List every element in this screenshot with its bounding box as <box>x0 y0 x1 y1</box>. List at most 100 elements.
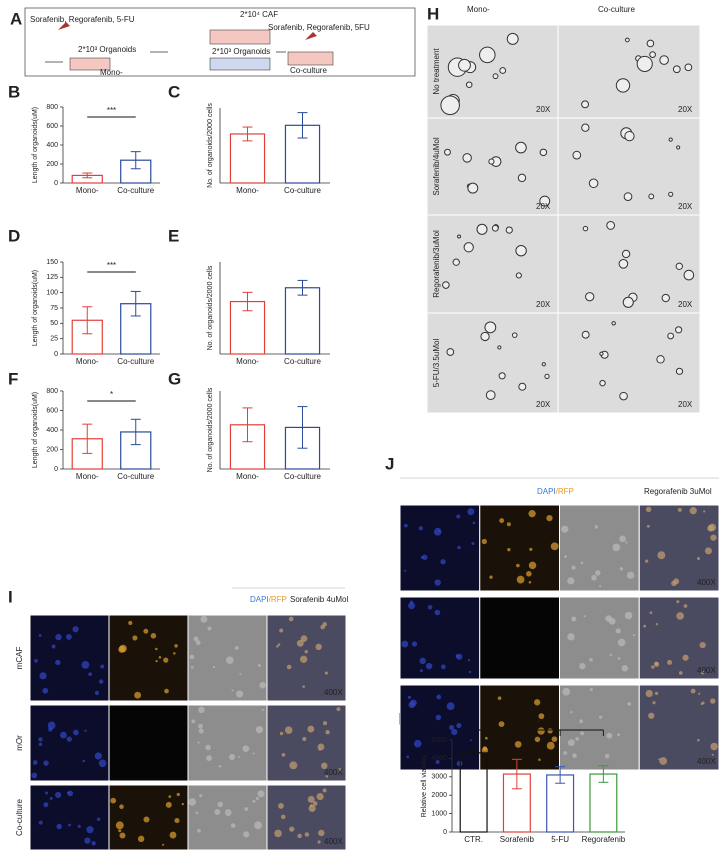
cell-texture <box>655 623 659 626</box>
cell-texture <box>257 790 265 798</box>
cell-texture <box>235 690 244 698</box>
panel-label: C <box>168 82 180 101</box>
x-tick-label: Mono- <box>76 357 99 366</box>
cell-texture <box>43 802 49 808</box>
cell-texture <box>469 739 472 742</box>
organoid <box>581 330 590 339</box>
cell-texture <box>649 611 653 615</box>
cell-texture <box>55 659 61 666</box>
cell-texture <box>274 829 282 838</box>
cell-texture <box>516 575 525 584</box>
cell-texture <box>446 702 455 711</box>
cell-texture <box>32 760 38 765</box>
x-tick-label: Co-culture <box>117 186 154 195</box>
micrograph <box>399 504 481 592</box>
cell-texture <box>537 727 545 735</box>
magnification: 20X <box>536 400 551 409</box>
cell-texture <box>516 563 520 568</box>
cell-texture <box>143 628 149 634</box>
organoid <box>636 55 653 73</box>
organoid <box>611 321 616 326</box>
cell-texture <box>284 726 293 734</box>
cell-texture <box>197 828 201 833</box>
y-tick-label: 25 <box>50 336 58 343</box>
x-tick-label: Co-culture <box>117 472 154 481</box>
cell-texture <box>437 529 441 532</box>
cell-texture <box>455 654 459 658</box>
organoid <box>672 65 681 74</box>
cell-texture <box>318 829 325 837</box>
cell-texture <box>84 729 87 732</box>
organoid <box>480 331 490 342</box>
organoid <box>675 262 683 270</box>
column-title: Mono- <box>467 5 490 14</box>
cell-texture <box>436 694 442 700</box>
cell-texture <box>599 585 602 588</box>
cell-texture <box>425 662 433 670</box>
cell-texture <box>279 628 284 633</box>
organoid <box>675 367 684 375</box>
cell-texture <box>84 837 91 844</box>
cell-texture <box>198 728 204 734</box>
cell-texture <box>534 699 541 706</box>
cell-texture <box>457 545 461 550</box>
cell-texture <box>411 641 418 647</box>
cell-texture <box>315 643 322 651</box>
cell-texture <box>528 561 537 570</box>
cell-texture <box>205 744 211 751</box>
y-tick-label: 150 <box>46 259 58 266</box>
cell-texture <box>110 797 117 804</box>
cell-texture <box>297 833 302 839</box>
organoid <box>440 95 460 116</box>
cell-texture <box>617 638 626 647</box>
organoid <box>539 148 548 157</box>
cell-texture <box>413 739 422 748</box>
diagram-frame <box>24 7 416 77</box>
diagram-label: Mono- <box>100 68 123 77</box>
organoid <box>491 224 499 232</box>
cell-texture <box>456 760 463 767</box>
organoid <box>484 321 497 334</box>
cell-texture <box>567 633 575 641</box>
cell-texture <box>317 840 321 844</box>
organoid <box>446 348 455 356</box>
cell-texture <box>420 555 424 559</box>
cell-texture <box>698 692 701 695</box>
cell-texture <box>401 640 409 648</box>
cell-texture <box>43 760 49 766</box>
y-tick-label: 2000 <box>431 792 447 799</box>
organoid <box>465 81 473 89</box>
cell-texture <box>325 730 330 735</box>
cell-texture <box>440 664 446 670</box>
cell-texture <box>546 741 555 750</box>
micrograph <box>479 596 560 680</box>
organoid <box>515 244 527 257</box>
micrograph <box>266 784 347 851</box>
cell-texture <box>47 721 56 730</box>
cell-texture <box>599 715 603 719</box>
organoid <box>515 141 527 154</box>
stain-part: DAPI <box>250 595 269 604</box>
cell-texture <box>174 818 180 824</box>
cell-texture <box>696 556 701 561</box>
micrograph <box>559 684 640 771</box>
cell-texture <box>703 510 706 513</box>
y-tick-label: 600 <box>46 407 58 414</box>
organoid <box>684 63 693 72</box>
cell-texture <box>468 670 472 674</box>
cell-texture <box>609 653 613 657</box>
cell-texture <box>162 843 165 846</box>
cell-texture <box>645 506 652 513</box>
cell-texture <box>434 579 441 586</box>
cell-texture <box>82 759 86 763</box>
cell-texture <box>302 736 307 742</box>
organoid <box>675 326 683 334</box>
cell-texture <box>277 643 281 646</box>
cell-texture <box>96 817 101 822</box>
micrograph <box>29 704 110 782</box>
micrograph <box>638 596 719 680</box>
organoid <box>599 379 606 387</box>
organoid <box>518 382 527 391</box>
cell-texture <box>243 831 250 838</box>
cell-texture <box>94 752 102 760</box>
